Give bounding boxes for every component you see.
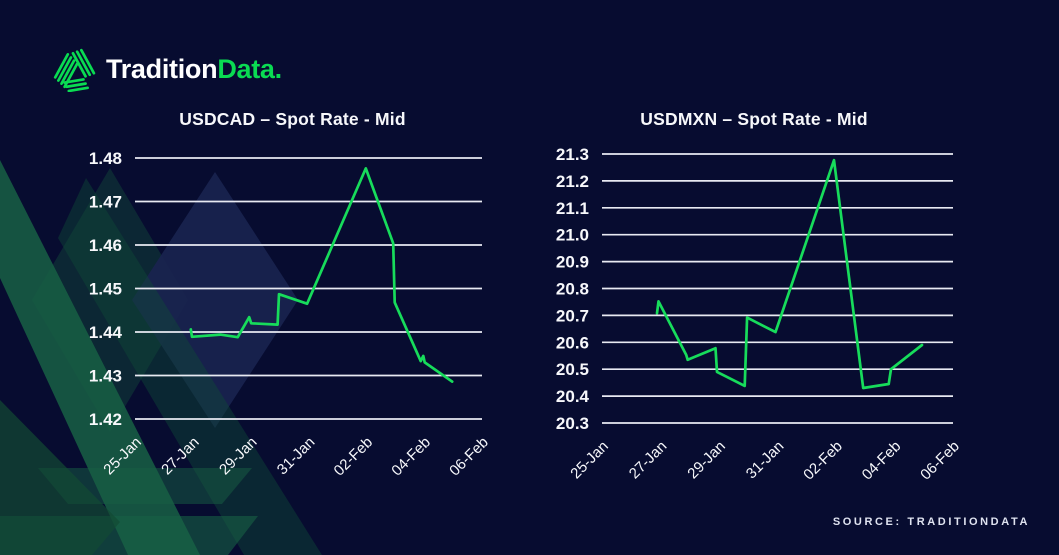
watermark-band (0, 160, 200, 555)
y-tick-label: 1.44 (89, 323, 123, 342)
logo-brand-second: Data. (217, 53, 282, 84)
watermark-diamond (132, 172, 298, 428)
x-tick-label: 06-Feb (446, 434, 492, 480)
logo-wordmark: TraditionData. (106, 54, 282, 85)
chart-title-usdmxn: USDMXN – Spot Rate - Mid (640, 109, 868, 129)
y-tick-label: 20.6 (556, 333, 589, 352)
chart-title-usdcad: USDCAD – Spot Rate - Mid (179, 109, 406, 129)
usdcad-line-chart: 1.48 1.47 1.46 1.45 1.44 1.43 1.42 25-Jan 27-Jan… (89, 149, 492, 480)
x-tick-label: 27-Jan (626, 438, 670, 482)
source-label: SOURCE: TRADITIONDATA (832, 516, 1030, 528)
x-tick-label: 02-Feb (800, 438, 846, 484)
x-tick-label: 31-Jan (274, 434, 318, 478)
y-tick-label: 1.42 (89, 410, 122, 429)
y-tick-label: 21.1 (556, 199, 589, 218)
y-tick-label: 1.43 (89, 367, 122, 386)
watermark-leg (0, 400, 120, 555)
y-tick-label: 21.3 (556, 145, 589, 164)
x-tick-label: 29-Jan (216, 434, 260, 478)
y-tick-label: 1.47 (89, 193, 122, 212)
y-tick-label: 20.7 (556, 306, 589, 325)
logo-brand-first: Tradition (106, 53, 218, 84)
y-tick-label: 1.48 (89, 149, 122, 168)
y-tick-label: 1.46 (89, 236, 122, 255)
y-tick-label: 20.3 (556, 414, 589, 433)
y-tick-label: 20.9 (556, 253, 589, 272)
x-tick-label: 25-Jan (100, 434, 144, 478)
traditiondata-mark-icon (53, 48, 96, 92)
x-tick-label: 25-Jan (567, 438, 611, 482)
x-tick-label: 04-Feb (859, 438, 905, 484)
y-tick-label: 20.4 (556, 387, 590, 406)
watermark-band (58, 178, 322, 555)
y-tick-label: 20.5 (556, 360, 589, 379)
x-tick-label: 02-Feb (331, 434, 377, 480)
x-tick-label: 31-Jan (743, 438, 787, 482)
series-line (655, 158, 924, 390)
x-tick-label: 27-Jan (158, 434, 202, 478)
logo: TraditionData. (50, 46, 282, 92)
usdmxn-line-chart: 21.3 21.2 21.1 21.0 20.9 20.8 20.7 20.6 20.5 20.4… (556, 145, 963, 484)
x-tick-label: 06-Feb (917, 438, 963, 484)
x-tick-label: 04-Feb (388, 434, 434, 480)
series-line (189, 167, 454, 383)
y-tick-label: 21.0 (556, 226, 589, 245)
y-tick-label: 20.8 (556, 280, 589, 299)
y-tick-label: 21.2 (556, 172, 589, 191)
x-tick-label: 29-Jan (684, 438, 728, 482)
y-tick-label: 1.45 (89, 280, 122, 299)
